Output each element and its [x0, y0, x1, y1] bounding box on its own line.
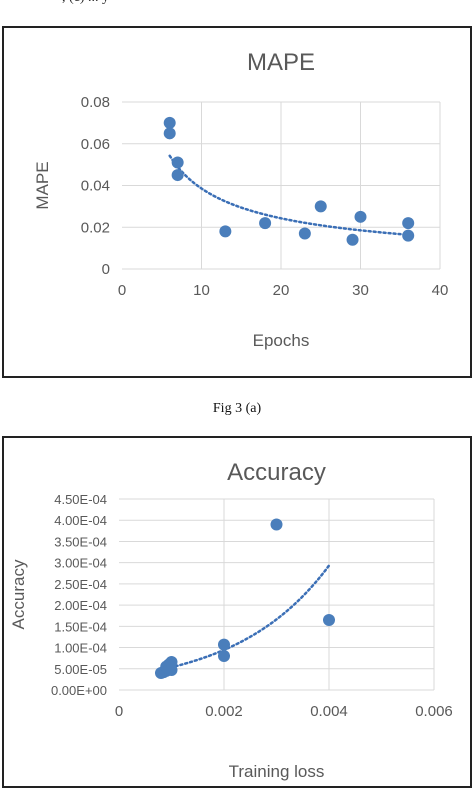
- y-tick-label: 3.00E-04: [54, 556, 107, 571]
- y-tick-label: 2.00E-04: [54, 598, 107, 613]
- data-point: [259, 217, 272, 230]
- y-tick-label: 0.06: [81, 136, 110, 153]
- y-tick-label: 0.04: [81, 178, 110, 195]
- y-tick-label: 3.50E-04: [54, 534, 107, 549]
- data-point: [323, 613, 335, 626]
- x-axis-label: Training loss: [229, 762, 325, 781]
- y-tick-label: 2.50E-04: [54, 577, 107, 592]
- y-tick-label: 0.02: [81, 219, 110, 236]
- data-point: [218, 650, 230, 663]
- x-tick-label: 20: [273, 282, 290, 299]
- data-point: [298, 227, 311, 240]
- mape-chart: MAPE 0 10 20 30 40 0 0.02 0.04 0.06 0.08 Epochs MAPE: [33, 49, 449, 350]
- x-tick-label: 0.004: [310, 703, 348, 720]
- chart-title: Accuracy: [227, 459, 326, 486]
- y-tick-label: 0.00E+00: [51, 683, 107, 698]
- caption-fig-3a: Fig 3 (a): [212, 401, 262, 416]
- data-point: [171, 169, 184, 182]
- data-point: [402, 217, 415, 230]
- y-tick-label: 0.08: [81, 94, 110, 111]
- y-tick-label: 4.50E-04: [54, 492, 107, 507]
- data-point: [354, 210, 367, 223]
- data-point: [270, 518, 283, 531]
- y-axis-label: Accuracy: [9, 559, 28, 629]
- y-tick-label: 1.00E-04: [54, 641, 107, 656]
- y-tick-label: 5.00E-05: [54, 662, 107, 677]
- data-point: [165, 664, 178, 677]
- data-point: [402, 229, 415, 242]
- x-tick-label: 10: [193, 282, 210, 299]
- trendline: [168, 154, 410, 236]
- data-point: [314, 200, 327, 213]
- data-point: [163, 116, 176, 129]
- mape-chart-frame: MAPE 0 10 20 30 40 0 0.02 0.04 0.06 0.08 Epochs MAPE: [2, 26, 472, 378]
- x-tick-label: 30: [352, 282, 369, 299]
- x-tick-label: 0: [115, 703, 123, 720]
- data-point: [163, 127, 176, 140]
- trendline: [159, 564, 331, 671]
- data-point: [218, 638, 230, 651]
- accuracy-chart: Accuracy 0 0.002 0.004 0.006 0.00E+00 5.00E-05…: [9, 459, 453, 781]
- x-tick-label: 40: [432, 282, 449, 299]
- x-tick-label: 0.006: [415, 703, 453, 720]
- x-tick-label: 0: [118, 282, 126, 299]
- y-tick-label: 1.50E-04: [54, 619, 107, 634]
- x-tick-label: 0.002: [205, 703, 243, 720]
- y-tick-label: 4.00E-04: [54, 513, 107, 528]
- chart-title: MAPE: [247, 49, 315, 76]
- data-point: [219, 225, 232, 238]
- y-axis-label: MAPE: [33, 161, 52, 209]
- top-cut-caption: , (c) ... y: [0, 0, 474, 8]
- x-axis-label: Epochs: [253, 331, 310, 350]
- y-tick-label: 0: [102, 261, 110, 278]
- data-point: [171, 156, 184, 169]
- accuracy-chart-frame: Accuracy 0 0.002 0.004 0.006 0.00E+00 5.00E-05…: [2, 436, 472, 788]
- data-point: [346, 233, 359, 246]
